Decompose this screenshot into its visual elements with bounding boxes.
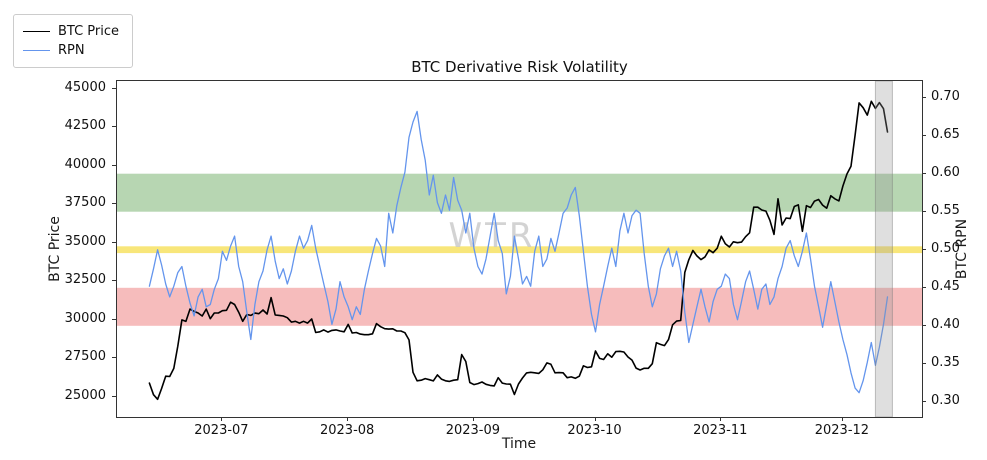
legend-label-rpn: RPN xyxy=(58,43,85,58)
legend-item-rpn: RPN xyxy=(23,41,119,60)
plot-area: WTR xyxy=(116,80,923,418)
y-tick-label-left: 32500 xyxy=(64,272,106,288)
y-tick-mark-right xyxy=(922,248,926,250)
y-tick-label-right: 0.65 xyxy=(931,126,960,142)
y-tick-label-left: 45000 xyxy=(64,79,106,95)
y-tick-mark-left xyxy=(112,318,116,320)
y-tick-mark-left xyxy=(112,87,116,89)
x-tick-label: 2023-12 xyxy=(814,423,870,438)
y-tick-label-left: 40000 xyxy=(64,156,106,172)
x-axis-label: Time xyxy=(501,436,537,452)
y-tick-mark-right xyxy=(922,362,926,364)
y-tick-label-right: 0.45 xyxy=(931,278,960,294)
y-tick-mark-left xyxy=(112,241,116,243)
y-tick-label-left: 30000 xyxy=(64,310,106,326)
highlight-overlay-layer xyxy=(874,81,893,417)
chart-title: BTC Derivative Risk Volatility xyxy=(411,58,628,76)
mid-risk-line-band xyxy=(117,246,922,254)
x-tick-label: 2023-08 xyxy=(319,423,375,438)
x-tick-mark xyxy=(841,417,843,421)
btc-price-line-sample-icon xyxy=(23,31,50,32)
y-tick-label-right: 0.35 xyxy=(931,354,960,370)
y-tick-label-right: 0.55 xyxy=(931,202,960,218)
upper-risk-zone-band xyxy=(117,173,922,212)
y-tick-label-left: 37500 xyxy=(64,195,106,211)
x-tick-mark xyxy=(594,417,596,421)
risk-bands-layer xyxy=(117,173,922,326)
y-tick-label-right: 0.70 xyxy=(931,88,960,104)
y-tick-mark-right xyxy=(922,134,926,136)
x-tick-label: 2023-10 xyxy=(567,423,622,438)
x-tick-label: 2023-09 xyxy=(445,423,501,438)
y-tick-label-right: 0.50 xyxy=(931,240,960,256)
legend-item-btc-price: BTC Price xyxy=(23,22,119,41)
y-tick-mark-left xyxy=(112,203,116,205)
x-tick-mark xyxy=(472,417,474,421)
y-tick-mark-right xyxy=(922,172,926,174)
y-tick-label-left: 27500 xyxy=(64,349,106,365)
recent-window-band xyxy=(874,81,893,417)
legend: BTC Price RPN xyxy=(13,14,134,68)
rpn-line-sample-icon xyxy=(23,50,50,51)
y-tick-mark-right xyxy=(922,400,926,402)
lower-risk-zone-band xyxy=(117,287,922,326)
y-tick-mark-left xyxy=(112,126,116,128)
legend-label-btc-price: BTC Price xyxy=(58,24,120,39)
y-tick-mark-left xyxy=(112,164,116,166)
y-tick-mark-right xyxy=(922,210,926,212)
y-tick-mark-left xyxy=(112,395,116,397)
x-tick-label: 2023-07 xyxy=(194,423,249,438)
series-line-btc-price xyxy=(148,100,889,401)
series-line-rpn xyxy=(148,110,889,394)
x-tick-label: 2023-11 xyxy=(693,423,748,438)
y-tick-label-left: 42500 xyxy=(64,118,106,134)
y-tick-label-left: 35000 xyxy=(64,233,106,249)
y-tick-mark-right xyxy=(922,96,926,98)
y-tick-label-right: 0.60 xyxy=(931,164,960,180)
x-tick-mark xyxy=(347,417,349,421)
y-tick-mark-left xyxy=(112,357,116,359)
x-tick-mark xyxy=(221,417,223,421)
y-tick-label-right: 0.40 xyxy=(931,316,960,332)
series-lines-layer xyxy=(148,100,889,401)
y-tick-mark-right xyxy=(922,286,926,288)
chart-svg: WTR xyxy=(117,81,922,417)
y-tick-label-right: 0.30 xyxy=(931,392,960,408)
x-tick-mark xyxy=(720,417,722,421)
y-tick-label-left: 25000 xyxy=(64,387,106,403)
y-tick-mark-right xyxy=(922,324,926,326)
y-tick-mark-left xyxy=(112,280,116,282)
